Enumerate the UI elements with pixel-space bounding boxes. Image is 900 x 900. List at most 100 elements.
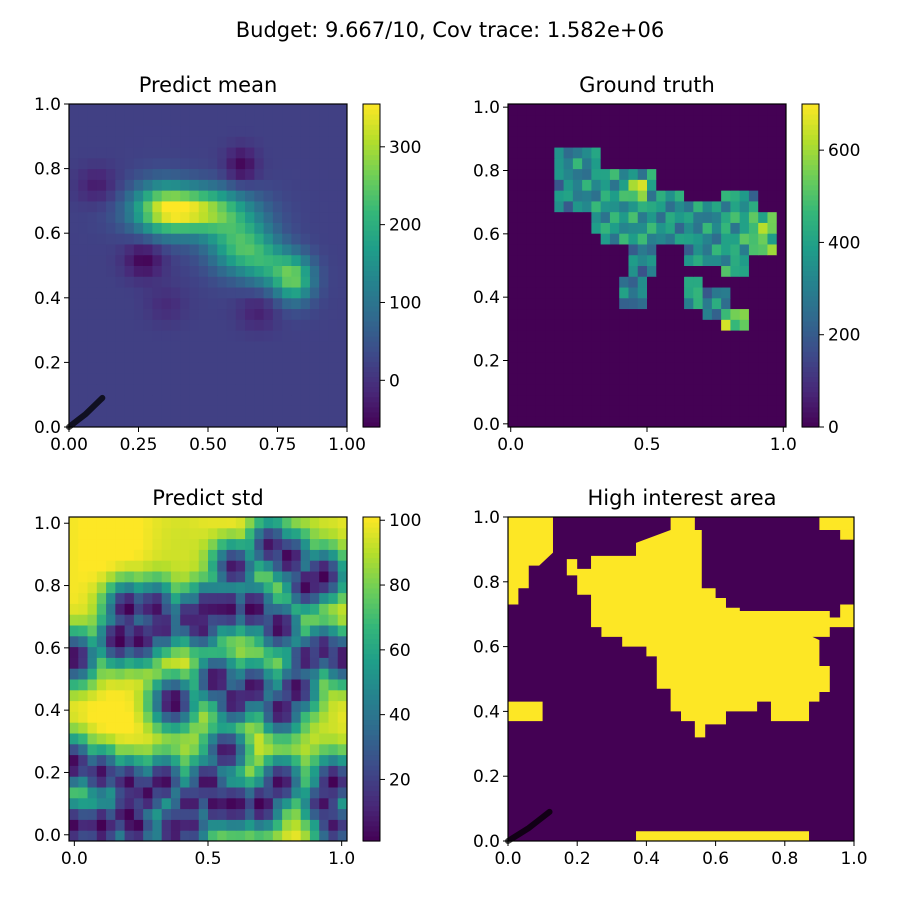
heatmap-cell [291,549,302,561]
heatmap-cell [133,200,144,213]
heatmap-cell [272,168,283,180]
heatmap-cell [170,308,181,320]
heatmap-cell [535,340,546,353]
heatmap-cell [217,340,228,353]
heatmap-cell [272,711,283,723]
colorbar-tick-label: 400 [828,233,860,253]
heatmap-cell [309,689,320,702]
y-tick-label: 0.6 [473,225,500,245]
heatmap-cell [739,168,750,180]
heatmap-cell [309,733,320,745]
heatmap-cell [300,308,311,320]
heatmap-cell [748,104,759,116]
heatmap-cell [545,287,555,299]
heatmap-cell [124,254,135,266]
heatmap-cell [711,265,722,277]
panel-high-interest-area: High interest area 0.0 0.2 0.4 0.6 0.8 1.0 0.… [473,486,868,869]
heatmap-cell [328,765,339,777]
heatmap-cell [180,549,190,561]
heatmap-cell [124,776,135,788]
heatmap-cell [572,287,583,299]
heatmap-cell [254,233,265,245]
heatmap-cell [272,383,283,396]
heatmap-cell [180,287,190,299]
heatmap-cell [739,373,750,385]
heatmap-cell [637,405,648,417]
heatmap-cell [591,254,602,266]
heatmap-cell [619,147,629,159]
heatmap-cell [198,603,209,615]
heatmap-cell [96,733,107,745]
heatmap-cell [133,340,144,353]
heatmap-cell [758,168,768,180]
heatmap-cell [282,776,292,788]
heatmap-cell [337,190,348,202]
heatmap-cell [272,254,283,266]
heatmap-cell [124,114,135,127]
colorbar-segment [363,204,380,211]
heatmap-cell [309,603,320,615]
heatmap-cell [78,114,89,127]
heatmap-cell [693,297,704,310]
heatmap-cell [563,233,574,245]
heatmap-cell [337,243,348,256]
heatmap-cell [319,125,329,137]
heatmap-cell [508,383,518,396]
heatmap-cell [189,147,200,159]
colorbar-segment [363,184,380,191]
heatmap-cell [152,330,163,342]
heatmap-cell [665,330,676,342]
heatmap-cell [198,830,209,842]
heatmap-cell [282,200,292,213]
heatmap-cell [508,276,518,288]
heatmap-cell [637,362,648,374]
heatmap-cell [96,190,107,202]
heatmap-cell [272,319,283,331]
heatmap-cell [319,114,329,127]
heatmap-cell [545,276,555,288]
heatmap-cell [189,168,200,180]
heatmap-cell [665,297,676,310]
heatmap-cell [693,211,704,223]
heatmap-cell [78,136,89,148]
heatmap-cell [637,125,648,137]
heatmap-cell [319,394,329,406]
heatmap-cell [730,340,741,353]
heatmap-cell [619,157,629,170]
colorbar-frame [362,103,381,428]
heatmap-cell [226,416,237,428]
colorbar-segment [363,371,380,378]
heatmap-cell [180,394,190,406]
colorbar-segment [363,225,380,231]
heatmap-cell [609,104,620,116]
heatmap-cell [282,104,292,116]
heatmap-cell [78,571,89,583]
heatmap-cell [637,114,648,127]
colorbar-segment [363,401,380,408]
colorbar-segment [363,336,380,342]
heatmap-cell [143,104,153,116]
heatmap-cell [600,383,611,396]
heatmap-cell [693,416,704,428]
colorbar-segment [802,346,819,352]
heatmap-cell [198,297,209,310]
heatmap-cell [535,243,546,256]
heatmap-cell [272,797,283,810]
x-tick-label: 0.5 [633,435,660,455]
colorbar-segment [363,386,380,393]
heatmap-cell [245,549,255,561]
heatmap-cell [730,297,741,310]
heatmap-cell [180,405,190,417]
heatmap-cell [235,517,246,529]
colorbar-tick-label: 100 [389,511,421,531]
heatmap-cell [198,571,209,583]
heatmap-cell [711,190,722,202]
heatmap-cell [96,743,107,756]
heatmap-cell [721,125,731,137]
heatmap-cell [545,211,555,223]
heatmap-cell [758,383,768,396]
heatmap-cell [152,147,163,159]
heatmap-cell [217,700,228,712]
heatmap-cell [226,635,237,648]
heatmap-cell [526,330,537,342]
